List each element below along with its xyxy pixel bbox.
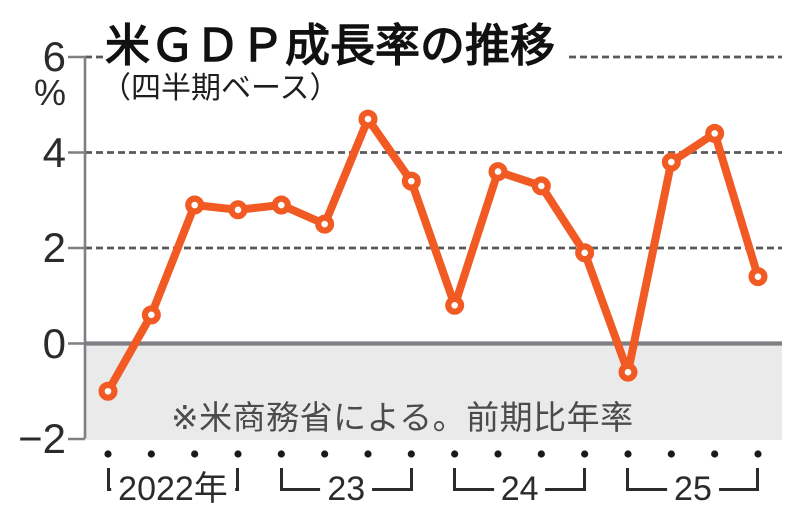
- data-point-marker: [705, 123, 725, 143]
- y-tick-label: 4: [42, 128, 66, 176]
- quarter-tick-dot: [191, 450, 199, 458]
- quarter-tick-dot: [537, 450, 545, 458]
- data-point-marker: [488, 162, 508, 182]
- quarter-tick-dot: [364, 450, 372, 458]
- quarter-tick-dot: [277, 450, 285, 458]
- y-tick-label: 2: [42, 224, 66, 271]
- data-point-marker: [661, 152, 681, 172]
- quarter-tick-dot: [234, 450, 242, 458]
- bracket-stub: [583, 468, 587, 491]
- year-label: 23: [320, 471, 373, 507]
- quarter-tick-dot: [407, 450, 415, 458]
- quarter-tick-dot: [104, 450, 112, 458]
- data-point-marker: [575, 243, 595, 263]
- data-point-marker: [748, 267, 768, 287]
- quarter-tick-dot: [581, 450, 589, 458]
- bracket-stub: [756, 468, 760, 491]
- bracket-stub: [106, 468, 110, 491]
- year-bracket: 25: [626, 468, 760, 514]
- data-point-marker: [185, 195, 205, 215]
- year-bracket: 2022年: [106, 468, 240, 514]
- quarter-tick-dot: [754, 450, 762, 458]
- quarter-tick-dot: [321, 450, 329, 458]
- year-label: 24: [493, 471, 546, 507]
- quarter-tick-dot: [711, 450, 719, 458]
- data-point-marker: [358, 109, 378, 129]
- bracket-stub: [453, 468, 457, 491]
- year-bracket: 23: [279, 468, 413, 514]
- data-point-marker: [98, 381, 118, 401]
- gdp-line: [104, 115, 762, 396]
- negative-area: [85, 345, 782, 440]
- year-label: 2022年: [111, 471, 235, 507]
- bracket-stub: [409, 468, 413, 491]
- data-point-marker: [445, 295, 465, 315]
- bracket-stub: [236, 468, 240, 491]
- year-label: 25: [667, 471, 719, 507]
- source-note: ※米商務省による。前期比年率: [171, 399, 634, 436]
- quarter-tick-dot: [451, 450, 459, 458]
- y-tick-label: −2: [18, 415, 66, 462]
- year-bracket: 24: [453, 468, 587, 514]
- data-point-marker: [228, 200, 248, 220]
- data-point-marker: [141, 305, 161, 325]
- data-point-marker: [315, 214, 335, 234]
- data-point-marker: [531, 176, 551, 196]
- quarter-tick-dot: [667, 450, 675, 458]
- y-tick-label: 0: [42, 319, 66, 367]
- data-point-marker: [271, 195, 291, 215]
- quarter-tick-dot: [494, 450, 502, 458]
- chart-title: 米ＧＤＰ成長率の推移: [103, 21, 566, 73]
- quarter-tick-dot: [624, 450, 632, 458]
- data-point-marker: [401, 171, 421, 191]
- bracket-stub: [626, 468, 630, 491]
- chart-subtitle: （四半期ベース）: [101, 72, 340, 105]
- data-point-marker: [618, 362, 638, 382]
- bracket-stub: [279, 468, 283, 491]
- y-tick-label: 6: [42, 33, 66, 80]
- y-axis-unit: %: [33, 72, 66, 113]
- quarter-tick-dot: [147, 450, 155, 458]
